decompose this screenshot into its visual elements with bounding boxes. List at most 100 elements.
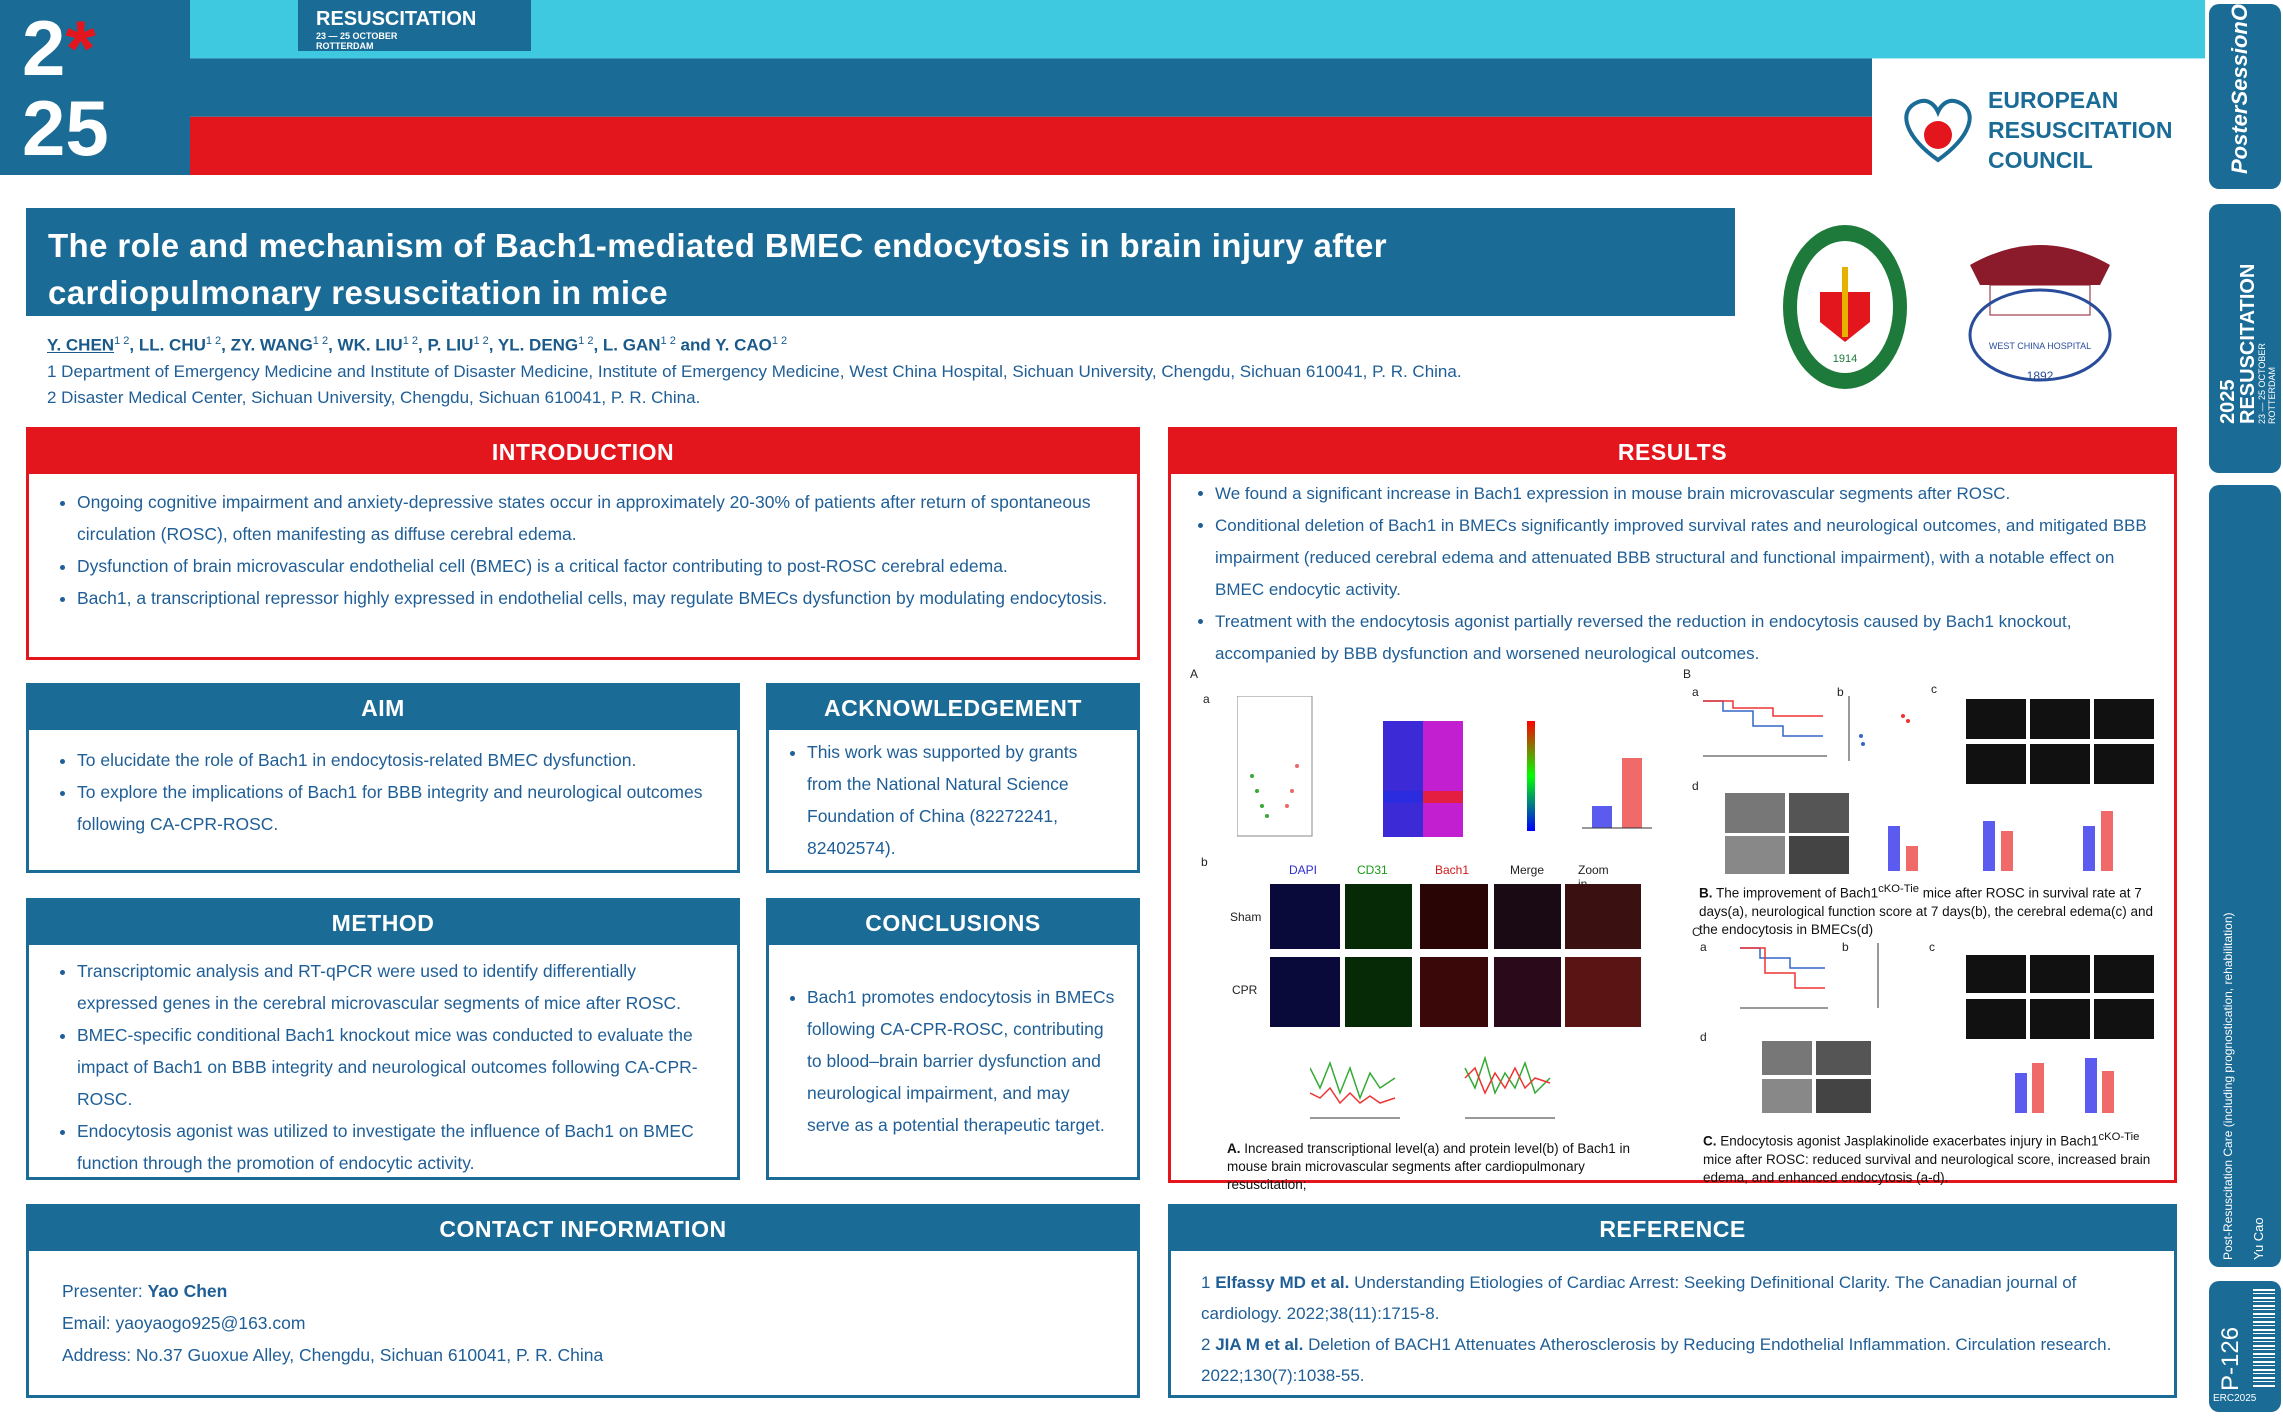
erc-line: RESUSCITATION xyxy=(1988,117,2173,143)
micrograph xyxy=(1420,884,1488,949)
banner-tile xyxy=(538,0,596,59)
reference-list: 1 Elfassy MD et al. Understanding Etiolo… xyxy=(1201,1267,2154,1391)
banner-tile xyxy=(1872,0,1930,59)
bullet-list: We found a significant increase in Bach1… xyxy=(1171,478,2174,670)
banner-tile xyxy=(1814,58,1872,117)
reference-item: 1 Elfassy MD et al. Understanding Etiolo… xyxy=(1201,1267,2154,1329)
barcode xyxy=(2253,1289,2275,1389)
banner-tile xyxy=(828,0,886,59)
banner-tile xyxy=(248,58,306,117)
banner-tile xyxy=(1350,58,1408,117)
author-name: Y. CHEN xyxy=(47,335,115,355)
caption-sup: cKO-Tie xyxy=(1878,883,1919,895)
event-city: ROTTERDAM xyxy=(316,41,374,51)
intensity-plots xyxy=(1310,1055,1555,1119)
banner-tile xyxy=(944,116,1002,175)
banner-tile xyxy=(1118,0,1176,59)
micrograph xyxy=(1345,884,1412,949)
bullet: Endocytosis agonist was utilized to inve… xyxy=(77,1115,717,1179)
banner-tile xyxy=(2162,0,2205,59)
author-name: , ZY. WANG xyxy=(221,335,313,355)
banner-tile xyxy=(190,58,248,117)
banner-tile xyxy=(422,116,480,175)
banner-tile xyxy=(1466,0,1524,59)
banner-tile xyxy=(886,0,944,59)
bullet: BMEC-specific conditional Bach1 knockout… xyxy=(77,1019,717,1115)
bullet-list: To elucidate the role of Bach1 in endocy… xyxy=(29,744,737,840)
banner-tile xyxy=(1640,58,1698,117)
banner-tile xyxy=(364,58,422,117)
presenter-label: Presenter: xyxy=(62,1281,143,1301)
banner-tile xyxy=(1814,116,1872,175)
banner-tile xyxy=(654,116,712,175)
banner-tile xyxy=(1292,116,1350,175)
caption-text: mice after ROSC: reduced survival and ne… xyxy=(1703,1151,2151,1185)
banner-tile xyxy=(1002,0,1060,59)
banner-tile xyxy=(770,58,828,117)
header-banner xyxy=(190,0,2205,175)
reference-panel: REFERENCE 1 Elfassy MD et al. Understand… xyxy=(1168,1204,2177,1398)
banner-tile xyxy=(886,116,944,175)
group-label: CPR xyxy=(1232,983,1258,997)
banner-tile xyxy=(1176,116,1234,175)
banner-tile xyxy=(1060,116,1118,175)
aim-panel: AIM To elucidate the role of Bach1 in en… xyxy=(26,683,740,873)
panel-label: b xyxy=(1842,940,1849,954)
panel-label: A xyxy=(1190,667,1199,681)
school-logo: 1914 xyxy=(1783,225,1907,389)
section-heading: CONTACT INFORMATION xyxy=(29,1207,1137,1251)
affiliation: 1 Department of Emergency Medicine and I… xyxy=(47,362,1462,381)
banner-tile xyxy=(712,0,770,59)
banner-tile xyxy=(770,116,828,175)
author-affiliation: 1 2 xyxy=(771,335,788,347)
panel-label: C xyxy=(1692,925,1701,939)
section-heading: INTRODUCTION xyxy=(29,430,1137,474)
caption: B. The improvement of Bach1cKO-Tie mice … xyxy=(1699,880,2159,939)
sidebar-dates: 23 — 25 OCTOBER xyxy=(2257,343,2267,424)
presenter-name: Yao Chen xyxy=(147,1281,228,1301)
reference-text: Understanding Etiologies of Cardiac Arre… xyxy=(1201,1273,2077,1323)
bullet: To elucidate the role of Bach1 in endocy… xyxy=(77,744,717,776)
sidebar-city: ROTTERDAM xyxy=(2267,367,2277,424)
erc-icon xyxy=(1904,98,1972,163)
section-heading: ACKNOWLEDGEMENT xyxy=(769,686,1137,730)
section-heading: CONCLUSIONS xyxy=(769,901,1137,945)
banner-tile xyxy=(1524,116,1582,175)
banner-tile xyxy=(538,58,596,117)
sidebar-block: Post-Resuscitation Care (including progn… xyxy=(2209,485,2281,1267)
micrograph xyxy=(1494,884,1561,949)
panel-label: a xyxy=(1700,940,1707,954)
banner-tile xyxy=(1930,0,1988,59)
banner-tile xyxy=(770,0,828,59)
banner-tile xyxy=(1060,0,1118,59)
micrograph xyxy=(1345,957,1412,1027)
micrograph xyxy=(1420,957,1488,1027)
banner-tile xyxy=(1640,0,1698,59)
author-affiliation: 1 2 xyxy=(114,335,130,347)
reference-authors: Elfassy MD et al. xyxy=(1215,1273,1350,1292)
bullet: Bach1, a transcriptional repressor highl… xyxy=(77,582,1117,614)
erc-line: COUNCIL xyxy=(1988,147,2093,173)
sidebar-block: 2025 RESUSCITATION 23 — 25 OCTOBER ROTTE… xyxy=(2209,204,2281,473)
logo-text: WEST CHINA HOSPITAL xyxy=(1989,341,2091,351)
banner-tile xyxy=(1408,58,1466,117)
stain-label: CD31 xyxy=(1357,863,1388,877)
banner-tile xyxy=(2046,0,2104,59)
caption-text: Increased transcriptional level(a) and p… xyxy=(1227,1141,1630,1192)
banner-tile xyxy=(306,116,364,175)
title-bar: The role and mechanism of Bach1-mediated… xyxy=(26,208,1735,316)
caption-text: The improvement of Bach1 xyxy=(1716,885,1879,901)
reference-number: 2 xyxy=(1201,1335,1211,1354)
logo-block xyxy=(0,0,190,175)
results-panel: RESULTS We found a significant increase … xyxy=(1168,427,2177,1183)
banner-tile xyxy=(654,58,712,117)
banner-tile xyxy=(1118,116,1176,175)
banner-tile xyxy=(1408,0,1466,59)
author-name: , YL. DENG xyxy=(488,335,579,355)
author-affiliation: 1 2 xyxy=(205,335,222,347)
micrograph xyxy=(1270,884,1340,949)
bullet-list: Transcriptomic analysis and RT-qPCR were… xyxy=(29,955,737,1179)
banner-tile xyxy=(1350,116,1408,175)
author-name: , WK. LIU xyxy=(328,335,403,355)
banner-tile xyxy=(1698,58,1756,117)
